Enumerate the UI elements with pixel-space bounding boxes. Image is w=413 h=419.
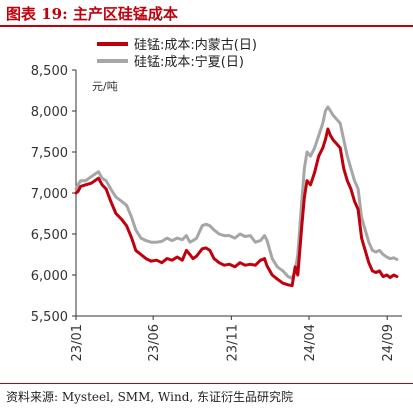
legend-label-1: 硅锰:成本:内蒙古(日) (134, 37, 257, 53)
x-tick-label: 24/04 (303, 324, 318, 361)
x-tick-label: 23/01 (70, 324, 85, 361)
y-tick-label: 8,000 (31, 105, 68, 120)
series-line-1 (74, 127, 399, 288)
legend-label-2: 硅锰:成本:宁夏(日) (134, 54, 244, 70)
x-tick-label: 23/11 (225, 324, 240, 361)
x-tick-label: 24/09 (381, 324, 396, 361)
y-tick-label: 7,000 (31, 187, 68, 202)
line-chart: 硅锰:成本:内蒙古(日)硅锰:成本:宁夏(日) 元/吨 5,500 6,000 6,… (31, 37, 402, 361)
x-tick-label: 23/06 (147, 324, 162, 361)
title-rule (0, 25, 413, 27)
chart-axes: 5,500 6,000 6,500 7,000 7,500 8,000 8,500 23/01… (31, 64, 402, 361)
y-tick-label: 6,500 (31, 228, 68, 243)
source-rule (0, 383, 413, 384)
source-note: 资料来源: Mysteel, SMM, Wind, 东证衍生品研究院 (6, 390, 293, 404)
chart-legend: 硅锰:成本:内蒙古(日)硅锰:成本:宁夏(日) (97, 37, 257, 70)
y-tick-label: 8,500 (31, 64, 68, 79)
series-layer (74, 105, 399, 288)
y-tick-label: 6,000 (31, 269, 68, 284)
series-line-2 (74, 105, 399, 280)
y-tick-label: 5,500 (31, 310, 68, 325)
y-tick-label: 7,500 (31, 146, 68, 161)
y-axis-unit-label: 元/吨 (92, 80, 118, 93)
figure-title: 图表 19: 主产区硅锰成本 (6, 5, 178, 23)
figure-header: 图表 19: 主产区硅锰成本 (0, 0, 413, 27)
